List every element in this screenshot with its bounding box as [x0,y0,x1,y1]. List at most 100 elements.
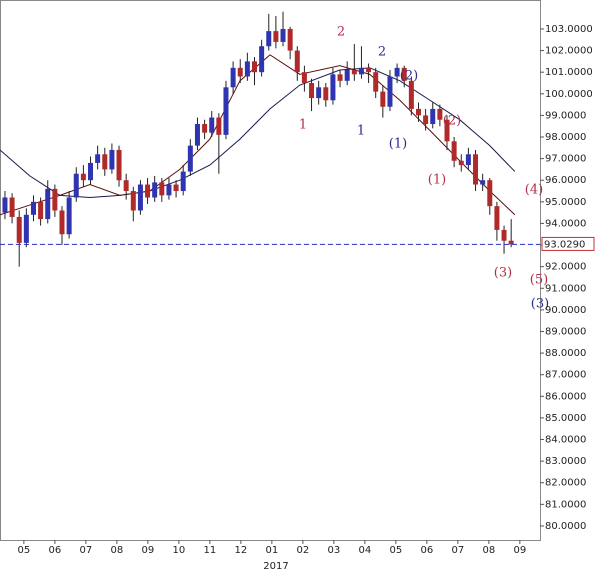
candle-body [366,67,372,73]
y-tick-label: 97.0000 [545,154,586,165]
wave-label: (2) [400,69,418,84]
candle-body [287,28,293,51]
marks [0,11,516,267]
x-tick-label: 02 [296,545,309,556]
candle-body [344,70,350,81]
x-tick-label: 08 [482,545,495,556]
y-tick-label: 101.0000 [545,67,593,78]
y-tick-label: 92.0000 [545,262,586,273]
y-tick-label: 88.0000 [545,348,586,359]
price-box [541,236,595,251]
x-tick-label: 01 [265,545,278,556]
y-tick-label: 84.0000 [545,435,586,446]
candle-body [380,91,386,107]
candle-body [473,154,479,185]
candle-body [394,67,400,77]
y-tick-label: 80.0000 [545,521,586,532]
x-tick-label: 07 [79,545,92,556]
candle-body [252,61,258,73]
candle-body [323,87,329,101]
candle-body [501,229,507,241]
y-tick-label: 83.0000 [545,456,586,467]
candle-body [202,124,208,133]
y-tick-label: 99.0000 [545,110,586,121]
candle-body [123,180,129,192]
candle-body [408,80,414,109]
candle-body [294,50,300,73]
candle-body [145,184,151,198]
y-tick-label: 98.0000 [545,132,586,143]
candle-body [430,108,436,125]
candle-body [387,76,393,107]
candle-body [194,124,200,146]
candle-body [23,214,29,243]
candle-body [415,108,421,116]
candle-body [73,173,79,198]
candle-body [80,173,86,181]
candle-body [2,197,8,213]
candle-body [230,67,236,88]
wave-label: (1) [428,173,446,188]
candle-body [358,67,364,75]
y-tick-label: 96.0000 [545,175,586,186]
candle-body [216,117,222,135]
x-tick-label: 06 [49,545,62,556]
wave-label: (1) [389,137,407,152]
y-tick-label: 102.0000 [545,46,593,57]
candle-body [166,184,172,196]
x-tick-label: 07 [451,545,464,556]
candle-body [130,191,136,211]
candle-body [508,240,514,245]
candle-body [102,154,108,170]
candle-body [337,74,343,81]
candle-body [137,184,143,211]
x-tick-label: 09 [513,545,526,556]
wave-label: (4) [525,183,543,198]
wave-label: (5) [530,273,548,288]
candle-body [480,180,486,185]
wave-label: 1 [299,118,307,133]
candle-body [45,188,51,220]
candle-body [180,171,186,192]
candle-body [109,149,115,170]
candle-body [38,201,44,220]
y-tick-label: 103.0000 [545,24,593,35]
y-tick-label: 95.0000 [545,197,586,208]
candle-body [316,87,322,99]
candle-body [9,197,15,217]
candle-body [266,31,272,47]
candle-body [458,160,464,166]
candle-body [494,206,500,230]
candle-body [437,108,443,120]
candle-body [423,115,429,125]
x-group-label: 2017 [263,561,288,572]
x-tick-label: 08 [110,545,123,556]
candle-body [16,216,22,243]
candle-body [444,119,450,142]
candle-body [244,61,250,77]
candle-body [223,87,229,135]
candle-body [116,149,122,181]
candle-body [59,210,65,235]
candle-body [373,72,379,92]
moving-average [0,67,516,199]
wave-label: (2) [443,114,461,129]
x-tick-label: 05 [389,545,402,556]
candle-body [30,201,36,215]
y-tick-label: 85.0000 [545,413,586,424]
candle-body [88,162,94,181]
x-tick-label: 12 [234,545,247,556]
candle-body [273,31,279,42]
x-tick-label: 04 [358,545,371,556]
y-tick-label: 89.0000 [545,326,586,337]
wave-label: 2 [337,25,345,40]
wave-label: 2 [378,45,386,60]
y-tick-label: 87.0000 [545,370,586,381]
x-tick-label: 06 [420,545,433,556]
candle-body [487,180,493,207]
candle-body [465,154,471,166]
y-tick-label: 81.0000 [545,499,586,510]
wave-label: 1 [357,124,365,139]
